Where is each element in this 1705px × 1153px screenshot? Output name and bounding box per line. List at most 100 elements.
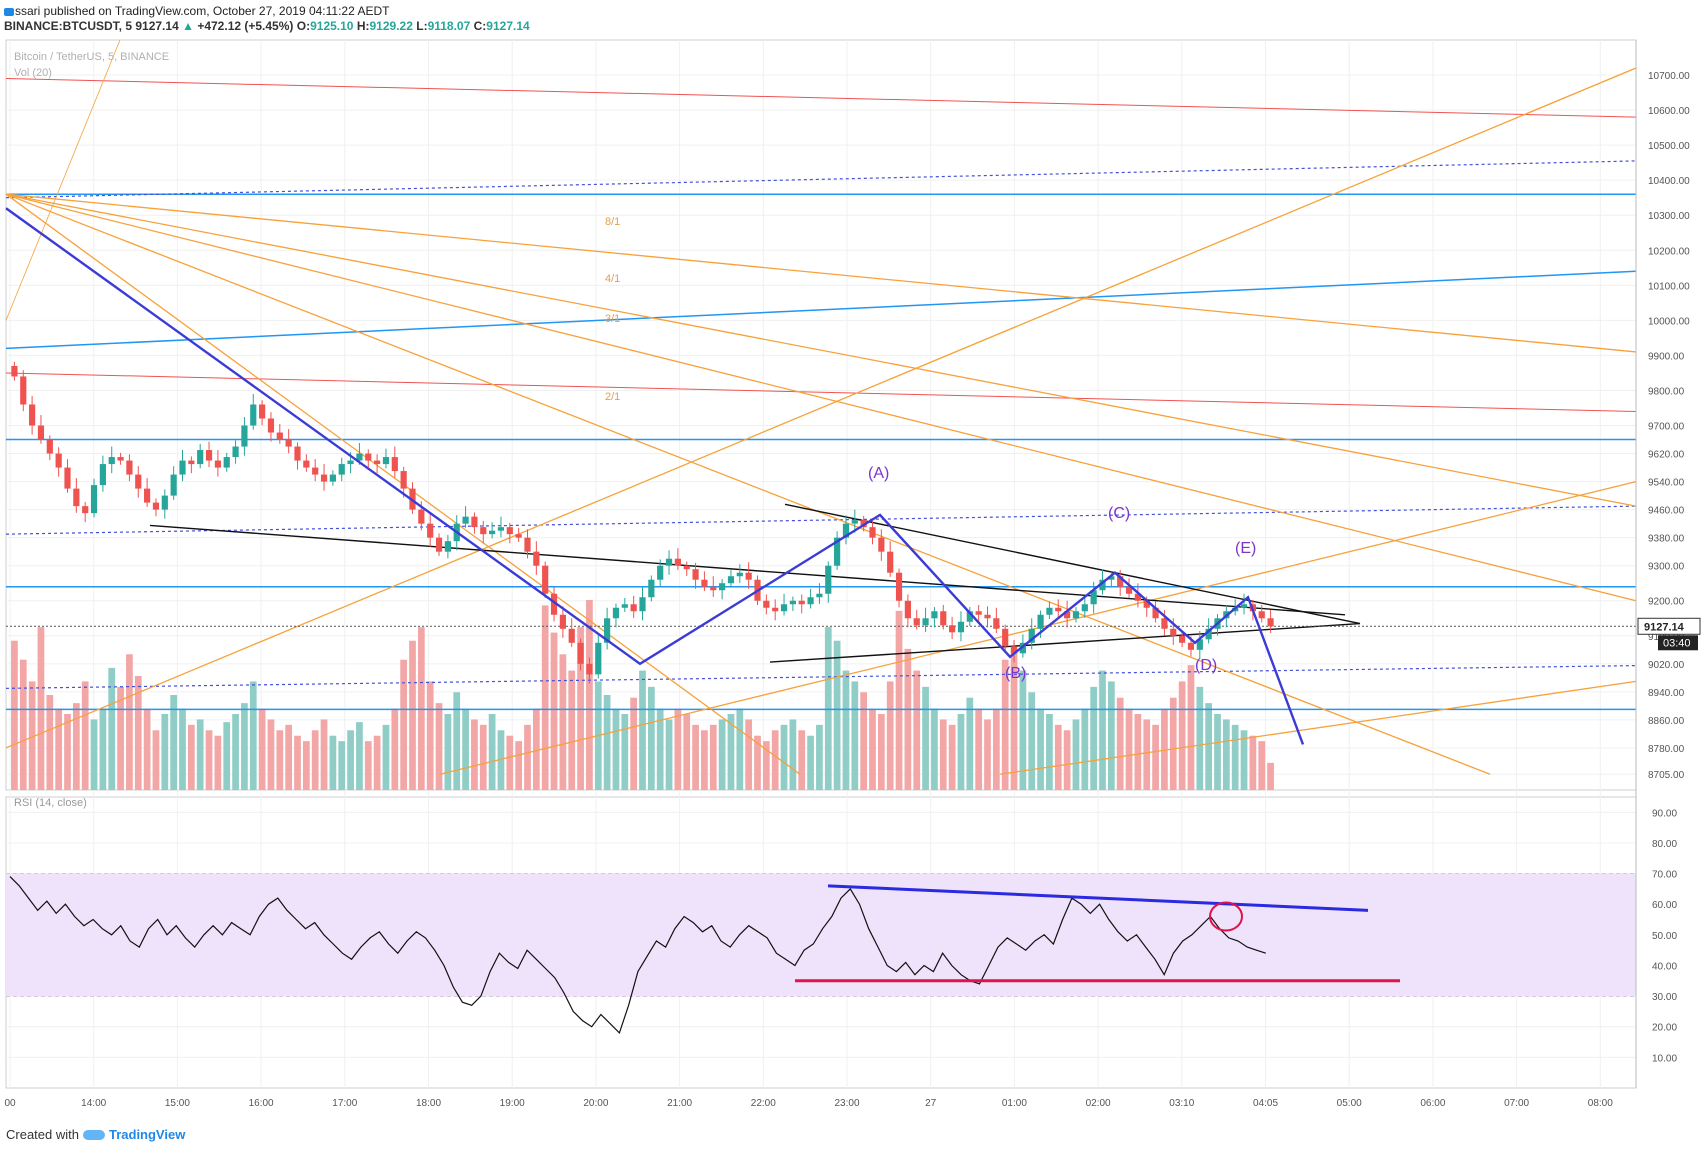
candle-body: [542, 565, 549, 594]
volume-indicator-label: Vol (20): [14, 67, 52, 79]
rsi-tick-label: 50.00: [1652, 931, 1677, 942]
volume-bar: [709, 724, 717, 790]
volume-bar: [1116, 697, 1124, 790]
price-tick-label: 9200.00: [1648, 597, 1685, 608]
wave-label: (A): [868, 465, 889, 482]
orange-fan-line: [5, 39, 121, 321]
volume-bar: [347, 730, 354, 790]
rsi-highlight-circle: [1209, 901, 1243, 932]
candle-body: [683, 565, 690, 570]
volume-bar: [621, 714, 629, 790]
volume-bar: [771, 730, 779, 790]
candle-body: [259, 404, 266, 419]
last-price: 9127.14: [135, 19, 179, 33]
price-tick-label: 10600.00: [1648, 106, 1690, 117]
close-value: 9127.14: [486, 19, 530, 33]
tradingview-brand[interactable]: TradingView: [108, 1127, 186, 1142]
candle-body: [506, 527, 513, 535]
time-tick-label: 20:00: [583, 1098, 608, 1109]
candle-body: [338, 464, 345, 475]
volume-bar: [647, 686, 655, 790]
volume-bar: [373, 735, 381, 790]
volume-bar: [99, 708, 107, 790]
candle-body: [497, 527, 505, 531]
volume-bar: [161, 714, 169, 790]
volume-bar: [506, 735, 514, 790]
open-value: 9125.10: [310, 19, 354, 33]
candle-body: [895, 572, 903, 601]
candle-body: [922, 618, 929, 626]
candle-body: [90, 485, 98, 514]
volume-bar: [550, 632, 558, 790]
candle-body: [480, 527, 487, 535]
volume-bar: [1134, 714, 1142, 790]
created-with-label: Created with: [6, 1127, 79, 1142]
volume-bar: [471, 719, 478, 790]
candle-body: [99, 464, 106, 486]
volume-bar: [913, 670, 921, 790]
candle-body: [1187, 642, 1195, 650]
price-tick-label: 9700.00: [1648, 422, 1685, 433]
candle-body: [46, 439, 53, 454]
volume-bar: [851, 681, 859, 790]
time-tick-label: 19:00: [500, 1098, 525, 1109]
volume-bar: [196, 719, 204, 790]
volume-bar: [1063, 730, 1071, 790]
red-fan-line: [5, 372, 1637, 412]
volume-bar: [302, 741, 310, 790]
volume-bar: [692, 724, 699, 790]
volume-bar: [223, 722, 231, 790]
volume-bar: [364, 741, 372, 790]
volume-bar: [612, 708, 620, 790]
candle-body: [391, 457, 398, 472]
volume-bars: [11, 600, 1274, 790]
rsi-tick-label: 40.00: [1652, 961, 1677, 972]
volume-bar: [639, 670, 646, 790]
volume-bar: [329, 735, 337, 790]
volume-bar: [46, 695, 54, 790]
low-value: 9118.07: [427, 19, 471, 33]
candle-body: [621, 604, 628, 608]
candle-body: [117, 457, 124, 461]
candle-body: [1205, 628, 1212, 640]
volume-bar: [258, 708, 266, 790]
price-change: +472.12 (+5.45%): [197, 19, 294, 33]
candle-body: [878, 537, 885, 552]
candle-body: [674, 558, 681, 566]
candle-body: [37, 425, 45, 440]
volume-bar: [1178, 681, 1186, 790]
volume-bar: [559, 654, 567, 790]
candle-body: [665, 558, 673, 566]
fan-label: 4/1: [605, 273, 620, 285]
volume-bar: [1019, 670, 1027, 790]
candle-body: [940, 611, 947, 626]
price-tick-label: 9460.00: [1648, 506, 1685, 517]
symbol-label[interactable]: BINANCE:BTCUSDT, 5: [4, 19, 133, 33]
candle-body: [1002, 628, 1009, 647]
volume-bar: [780, 724, 788, 790]
footer: Created with TradingView: [6, 1127, 185, 1142]
volume-bar: [992, 708, 1000, 790]
candle-body: [1019, 642, 1026, 654]
candle-body: [312, 467, 319, 475]
time-tick-label: 23:00: [834, 1098, 859, 1109]
candle-body: [223, 457, 230, 468]
rsi-tick-label: 60.00: [1652, 900, 1677, 911]
chart-axes[interactable]: 10700.00 10600.00 10500.00 10400.00 10300.00…: [4, 40, 1701, 1109]
candle-body: [975, 611, 982, 615]
candle-body: [913, 618, 920, 626]
volume-bar: [214, 735, 222, 790]
orange-fan-line: [5, 193, 1637, 602]
volume-bar: [736, 708, 744, 790]
chart-header: ssari published on TradingView.com, Octo…: [4, 4, 530, 34]
candle-body: [365, 453, 372, 461]
volume-bar: [541, 605, 549, 790]
dotted-channel-line: [5, 160, 1637, 199]
volume-bar: [877, 714, 885, 790]
candle-body: [1117, 576, 1124, 587]
tradingview-logo-icon[interactable]: [82, 1129, 105, 1140]
close-label: C:: [473, 19, 487, 33]
volume-bar: [435, 703, 443, 790]
rsi-overbought-oversold-band: [6, 873, 1636, 997]
candle-body: [772, 607, 779, 612]
